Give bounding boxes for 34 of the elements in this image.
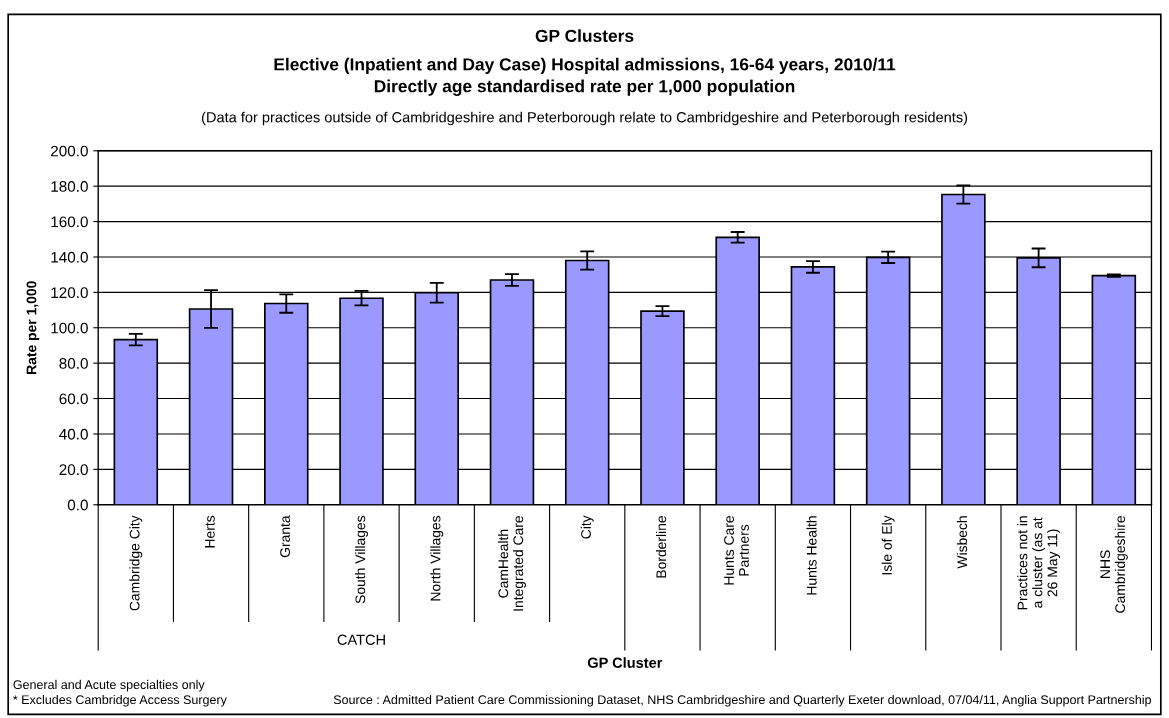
y-tick-label: 100.0 xyxy=(51,322,88,334)
y-tick-label: 120.0 xyxy=(51,287,88,299)
y-tick-label: 160.0 xyxy=(51,216,88,228)
x-tick-label: Wisbech xyxy=(956,516,968,569)
x-tick-label: City xyxy=(580,515,594,539)
x-tick-label: Borderline xyxy=(655,515,667,578)
y-tick-label: 0.0 xyxy=(67,499,88,511)
source-note: Source : Admitted Patient Care Commissioning Dataset, NHS Cambridgeshire and Quarterly Exeter download, 07/04/11, Anglia Support Partnership xyxy=(333,694,1151,707)
x-tick-label: Isle of Ely xyxy=(881,515,895,575)
y-tick-label: 40.0 xyxy=(59,428,88,440)
y-tick-label: 180.0 xyxy=(51,181,88,192)
y-tick-label: 200.0 xyxy=(51,145,88,157)
text: General and Acute specialties only xyxy=(13,679,205,692)
x-tick-label: North Villages xyxy=(430,515,444,601)
text: (Data for practices outside of Cambridgeshire and Peterborough relate to Cambridgeshire and Peterborough residents) xyxy=(202,111,968,126)
text: * Excludes Cambridge Access Surgery xyxy=(13,694,227,707)
y-tick-label: 80.0 xyxy=(59,358,88,369)
x-tick-label: NHS Cambridgeshire xyxy=(1100,515,1128,613)
x-tick-label: Herts xyxy=(205,515,215,548)
chart-subtitle: Elective (Inpatient and Day Case) Hospital admissions, 16-64 years, 2010/11 Directly age standardised rate per 1,000 population xyxy=(274,57,896,96)
x-tick-label: Hunts Care Partners xyxy=(724,515,749,585)
x-tick-label: Cambridge City xyxy=(129,515,143,611)
x-tick-label: CamHealth Integrated Care xyxy=(498,515,526,611)
y-tick-label: 140.0 xyxy=(51,251,88,263)
y-tick-label: 60.0 xyxy=(59,393,88,405)
text: CATCH xyxy=(337,634,385,645)
y-axis-title: Rate per 1,000 xyxy=(26,281,40,374)
x-tick-label: Hunts Health xyxy=(806,516,817,595)
y-tick-label: 20.0 xyxy=(59,464,88,476)
x-tick-label: Granta xyxy=(280,515,291,558)
x-tick-label: Practices not in a cluster (as at 26 May 11) xyxy=(1017,516,1061,610)
chart-title: GP Clusters xyxy=(535,29,634,42)
x-axis-title: GP Cluster xyxy=(587,657,663,668)
x-tick-label: South Villages xyxy=(355,515,368,604)
